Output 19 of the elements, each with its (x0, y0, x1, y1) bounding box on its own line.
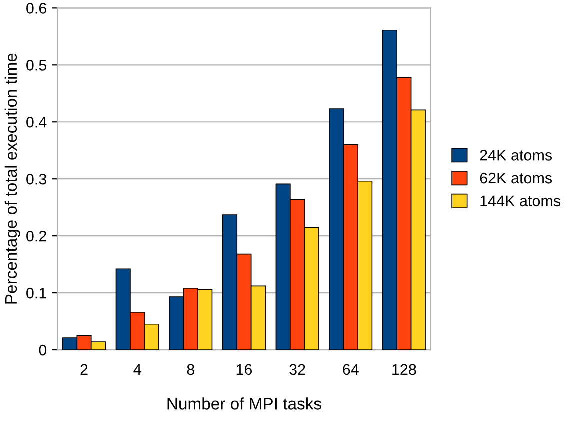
legend-label: 24K atoms (480, 150, 552, 161)
x-tick-label: 8 (187, 364, 194, 376)
y-tick-label: 0.5 (26, 60, 47, 71)
x-tick-label: 16 (236, 364, 252, 376)
y-tick-label: 0.4 (26, 116, 47, 128)
y-tick-label: 0 (39, 344, 47, 356)
y-tick-label: 0.3 (26, 174, 47, 185)
y-tick-label: 0.2 (26, 230, 46, 242)
x-tick-label: 128 (392, 364, 416, 376)
x-axis-title: Number of MPI tasks (168, 398, 322, 410)
y-tick-label: 0.1 (26, 288, 46, 299)
x-tick-label: 32 (290, 364, 306, 376)
x-tick-label: 4 (134, 364, 142, 375)
y-tick-label: 0.6 (26, 3, 47, 14)
x-tick-label: 2 (80, 364, 88, 375)
x-tick-label: 64 (343, 364, 359, 376)
y-axis-title: Percentage of total execution time (4, 54, 20, 304)
legend-label: 144K atoms (480, 196, 561, 207)
legend-label: 62K atoms (480, 172, 552, 184)
